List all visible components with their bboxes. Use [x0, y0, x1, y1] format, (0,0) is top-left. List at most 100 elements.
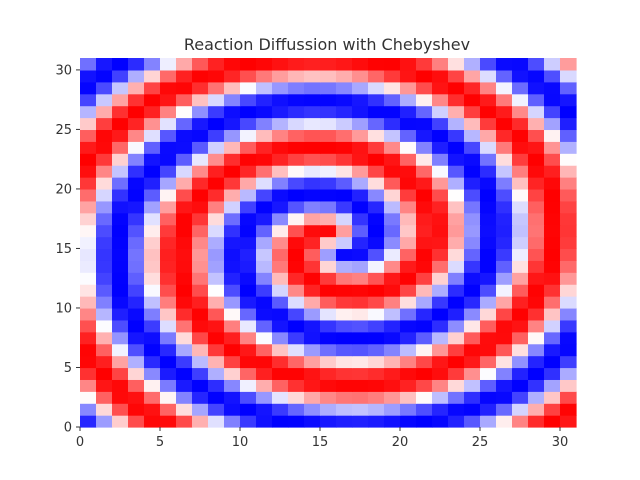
heatmap-cell	[496, 260, 513, 273]
heatmap-cell	[528, 403, 545, 416]
heatmap-cell	[304, 141, 321, 154]
heatmap-cell	[384, 319, 401, 333]
heatmap-cell	[352, 343, 369, 357]
heatmap-cell	[128, 177, 145, 190]
heatmap-cell	[288, 248, 305, 261]
heatmap-cell	[400, 165, 417, 178]
heatmap-cell	[144, 260, 161, 273]
heatmap-cell	[336, 165, 353, 178]
heatmap-cell	[208, 165, 225, 178]
heatmap-cell	[320, 272, 337, 285]
heatmap-cell	[384, 69, 401, 83]
heatmap-cell	[352, 105, 369, 119]
heatmap-cell	[384, 200, 401, 214]
heatmap-cell	[304, 188, 321, 202]
heatmap-cell	[96, 319, 113, 333]
heatmap-cell	[240, 58, 257, 71]
heatmap-cell	[240, 403, 257, 416]
heatmap-cell	[80, 165, 97, 178]
heatmap-cell	[128, 272, 145, 285]
y-tick-label: 5	[64, 361, 72, 376]
heatmap-cell	[128, 355, 145, 369]
heatmap-cell	[272, 415, 289, 428]
heatmap-cell	[560, 355, 577, 369]
heatmap-cell	[96, 105, 113, 119]
heatmap-cell	[224, 129, 241, 142]
heatmap-cell	[320, 129, 337, 142]
heatmap-cell	[480, 200, 497, 214]
heatmap-cell	[304, 93, 321, 107]
heatmap-cell	[544, 117, 561, 131]
heatmap-cell	[384, 81, 401, 95]
heatmap-cell	[272, 391, 289, 404]
heatmap-cell	[432, 188, 449, 202]
heatmap-cell	[240, 284, 257, 297]
heatmap-cell	[320, 153, 337, 166]
heatmap-cell	[304, 355, 321, 369]
heatmap-cell	[544, 188, 561, 202]
heatmap-cell	[544, 153, 561, 166]
heatmap-cell	[448, 81, 465, 95]
heatmap-cell	[320, 200, 337, 214]
heatmap-cell	[416, 93, 433, 107]
heatmap-cell	[320, 260, 337, 273]
heatmap-cell	[480, 129, 497, 142]
heatmap-cell	[112, 307, 129, 321]
heatmap-cell	[304, 272, 321, 285]
heatmap-cell	[160, 200, 177, 214]
heatmap-cell	[480, 248, 497, 261]
heatmap-cell	[560, 260, 577, 273]
heatmap-cell	[512, 177, 529, 190]
heatmap-cell	[176, 415, 193, 428]
heatmap-cell	[352, 403, 369, 416]
heatmap-cell	[528, 415, 545, 428]
heatmap-cell	[464, 224, 481, 238]
heatmap-cell	[464, 177, 481, 190]
heatmap-cell	[96, 141, 113, 154]
heatmap-cell	[240, 153, 257, 166]
heatmap-cell	[448, 200, 465, 214]
heatmap-cell	[80, 117, 97, 131]
heatmap-cell	[528, 117, 545, 131]
heatmap-cell	[288, 391, 305, 404]
heatmap-cell	[112, 355, 129, 369]
heatmap-cell	[496, 307, 513, 321]
heatmap-cell	[560, 307, 577, 321]
heatmap-cell	[224, 391, 241, 404]
heatmap-cell	[496, 69, 513, 83]
heatmap-cell	[480, 224, 497, 238]
heatmap-cell	[432, 200, 449, 214]
heatmap-cell	[480, 307, 497, 321]
heatmap-cell	[288, 188, 305, 202]
heatmap-cell	[192, 391, 209, 404]
heatmap-cell	[208, 343, 225, 357]
heatmap-cell	[304, 200, 321, 214]
heatmap-cell	[400, 260, 417, 273]
heatmap-cell	[112, 272, 129, 285]
heatmap-cell	[368, 212, 385, 226]
heatmap-cell	[96, 177, 113, 190]
heatmap-cell	[144, 379, 161, 392]
heatmap-cell	[304, 81, 321, 95]
heatmap-cell	[464, 200, 481, 214]
heatmap-cell	[240, 260, 257, 273]
heatmap-cell	[80, 58, 97, 71]
heatmap-cell	[192, 331, 209, 345]
heatmap-cell	[272, 260, 289, 273]
heatmap-cell	[144, 165, 161, 178]
heatmap-cell	[192, 367, 209, 380]
heatmap-cell	[544, 260, 561, 273]
heatmap-cell	[160, 177, 177, 190]
heatmap-cell	[256, 93, 273, 107]
heatmap-cell	[112, 236, 129, 250]
heatmap-cell	[240, 307, 257, 321]
heatmap-cell	[112, 403, 129, 416]
heatmap-cell	[560, 379, 577, 392]
heatmap-cell	[512, 105, 529, 119]
heatmap-cell	[80, 69, 97, 83]
heatmap-cell	[128, 129, 145, 142]
heatmap-cell	[320, 284, 337, 297]
heatmap-cell	[528, 200, 545, 214]
heatmap-cell	[512, 367, 529, 380]
heatmap-cell	[448, 260, 465, 273]
